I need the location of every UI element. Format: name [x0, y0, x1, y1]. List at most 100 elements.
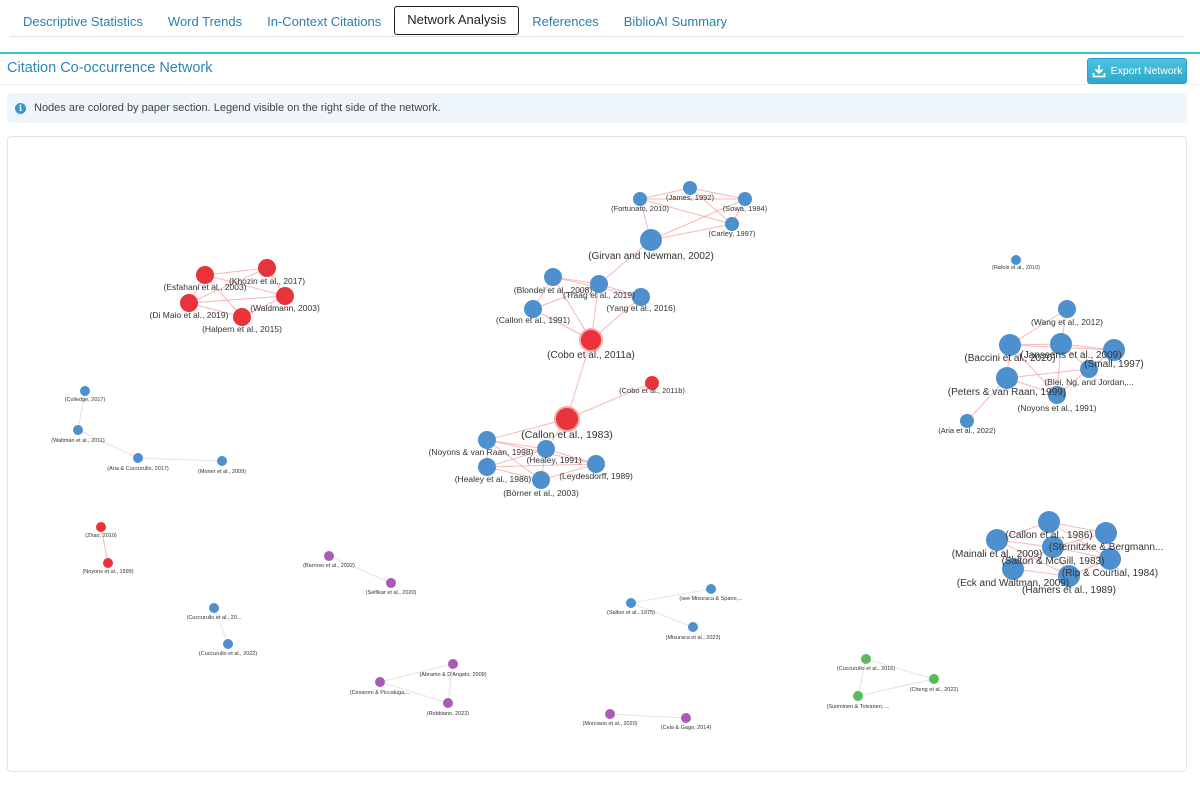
network-node-label: (Mainali et al., 2009) — [952, 549, 1043, 560]
network-node[interactable] — [1042, 536, 1064, 558]
network-node-label: (Waldmann, 2003) — [250, 303, 320, 313]
network-node[interactable] — [233, 308, 251, 326]
network-node-label: (Sowa, 1984) — [723, 204, 768, 213]
network-node-label: (Rafols et al., 2010) — [992, 265, 1040, 271]
network-node[interactable] — [861, 654, 871, 664]
network-node[interactable] — [258, 259, 276, 277]
network-node[interactable] — [738, 192, 752, 206]
network-node[interactable] — [590, 275, 608, 293]
network-node[interactable] — [180, 294, 198, 312]
export-network-button[interactable]: Export Network — [1087, 58, 1187, 84]
network-node[interactable] — [725, 217, 739, 231]
network-canvas[interactable]: (James, 1992) (Fortunato, 2010) (Sowa, 198… — [7, 136, 1187, 772]
network-node[interactable] — [706, 584, 716, 594]
network-node[interactable] — [103, 558, 113, 568]
network-node[interactable] — [544, 268, 562, 286]
network-node[interactable] — [324, 551, 334, 561]
network-node[interactable] — [133, 453, 143, 463]
network-edge — [650, 198, 746, 241]
network-node[interactable] — [80, 386, 90, 396]
network-node[interactable] — [217, 456, 227, 466]
network-node[interactable] — [929, 674, 939, 684]
network-node[interactable] — [632, 288, 650, 306]
tab-word-trends[interactable]: Word Trends — [167, 14, 243, 29]
network-node[interactable] — [532, 471, 550, 489]
network-node[interactable] — [1048, 386, 1066, 404]
network-node[interactable] — [999, 334, 1021, 356]
network-node-label: (Wang et al., 2012) — [1031, 317, 1103, 327]
network-node[interactable] — [853, 691, 863, 701]
network-node-label: (Cuccurullo et al., 20... — [186, 615, 241, 621]
network-node[interactable] — [645, 376, 659, 390]
network-node[interactable] — [1103, 339, 1125, 361]
network-node[interactable] — [579, 328, 603, 352]
tab-references[interactable]: References — [532, 14, 599, 29]
network-node[interactable] — [1095, 522, 1117, 544]
network-node[interactable] — [1011, 255, 1021, 265]
network-node[interactable] — [223, 639, 233, 649]
network-node[interactable] — [683, 181, 697, 195]
tab-biblioai-summary[interactable]: BiblioAI Summary — [623, 14, 728, 29]
network-node[interactable] — [1058, 300, 1076, 318]
network-node[interactable] — [1080, 360, 1098, 378]
network-node[interactable] — [1099, 548, 1121, 570]
network-node[interactable] — [996, 367, 1018, 389]
network-node-label: (Cheng et al., 2022) — [910, 687, 959, 693]
network-node-label: (Healey, 1991) — [526, 455, 581, 465]
network-edge — [188, 267, 268, 304]
network-edge — [100, 526, 109, 564]
network-node[interactable] — [478, 458, 496, 476]
network-node[interactable] — [626, 598, 636, 608]
network-node-label: (Khozin et al., 2017) — [229, 276, 305, 286]
tab-in-context-citations[interactable]: In-Context Citations — [267, 14, 382, 29]
network-node[interactable] — [1038, 511, 1060, 533]
network-node[interactable] — [386, 578, 396, 588]
network-node-label: (Cuccurullo et al., 2022) — [199, 651, 258, 657]
network-node[interactable] — [478, 431, 496, 449]
network-edge — [532, 283, 600, 310]
tab-bar: Descriptive Statistics Word Trends In-Co… — [10, 6, 1184, 37]
network-node[interactable] — [587, 455, 605, 473]
network-node[interactable] — [209, 603, 219, 613]
tab-network-analysis[interactable]: Network Analysis — [394, 6, 520, 35]
network-node-label: (Robbiano, 2022) — [427, 711, 470, 717]
network-node[interactable] — [986, 529, 1008, 551]
network-edge — [689, 187, 746, 200]
network-node[interactable] — [1002, 558, 1024, 580]
network-node[interactable] — [537, 440, 555, 458]
network-edges — [77, 187, 1115, 719]
network-node-label: (Waltman et al., 2011) — [51, 438, 105, 444]
network-node-label: (Blei, Ng, and Jordan,... — [1044, 377, 1133, 387]
network-node-label: (Cuccurullo et al., 2016) — [837, 666, 896, 672]
network-node[interactable] — [688, 622, 698, 632]
network-node[interactable] — [640, 229, 662, 251]
network-node[interactable] — [524, 300, 542, 318]
network-node[interactable] — [375, 677, 385, 687]
network-node[interactable] — [1058, 565, 1080, 587]
network-edge — [996, 539, 1070, 577]
network-node[interactable] — [96, 522, 106, 532]
network-edge — [486, 418, 568, 441]
network-node-label: (Selfikar et al., 2020) — [366, 590, 417, 596]
tab-descriptive-statistics[interactable]: Descriptive Statistics — [23, 14, 143, 29]
network-edge — [1006, 368, 1090, 379]
network-node[interactable] — [73, 425, 83, 435]
network-node[interactable] — [633, 192, 647, 206]
network-node[interactable] — [960, 414, 974, 428]
network-node[interactable] — [1050, 333, 1072, 355]
network-node-label: (Aria & Cuccurullo, 2017) — [107, 466, 169, 472]
network-node[interactable] — [276, 287, 294, 305]
network-edge — [486, 439, 542, 481]
network-node[interactable] — [196, 266, 214, 284]
network-node[interactable] — [681, 713, 691, 723]
network-edge — [213, 607, 229, 645]
network-node[interactable] — [605, 709, 615, 719]
network-edge — [328, 555, 392, 584]
network-edge — [1009, 344, 1058, 396]
network-graph[interactable]: (James, 1992) (Fortunato, 2010) (Sowa, 198… — [8, 137, 1186, 771]
network-node[interactable] — [443, 698, 453, 708]
page-title: Citation Co-occurrence Network — [7, 60, 213, 76]
network-node[interactable] — [448, 659, 458, 669]
network-node[interactable] — [554, 406, 580, 432]
export-network-label: Export Network — [1110, 65, 1183, 77]
